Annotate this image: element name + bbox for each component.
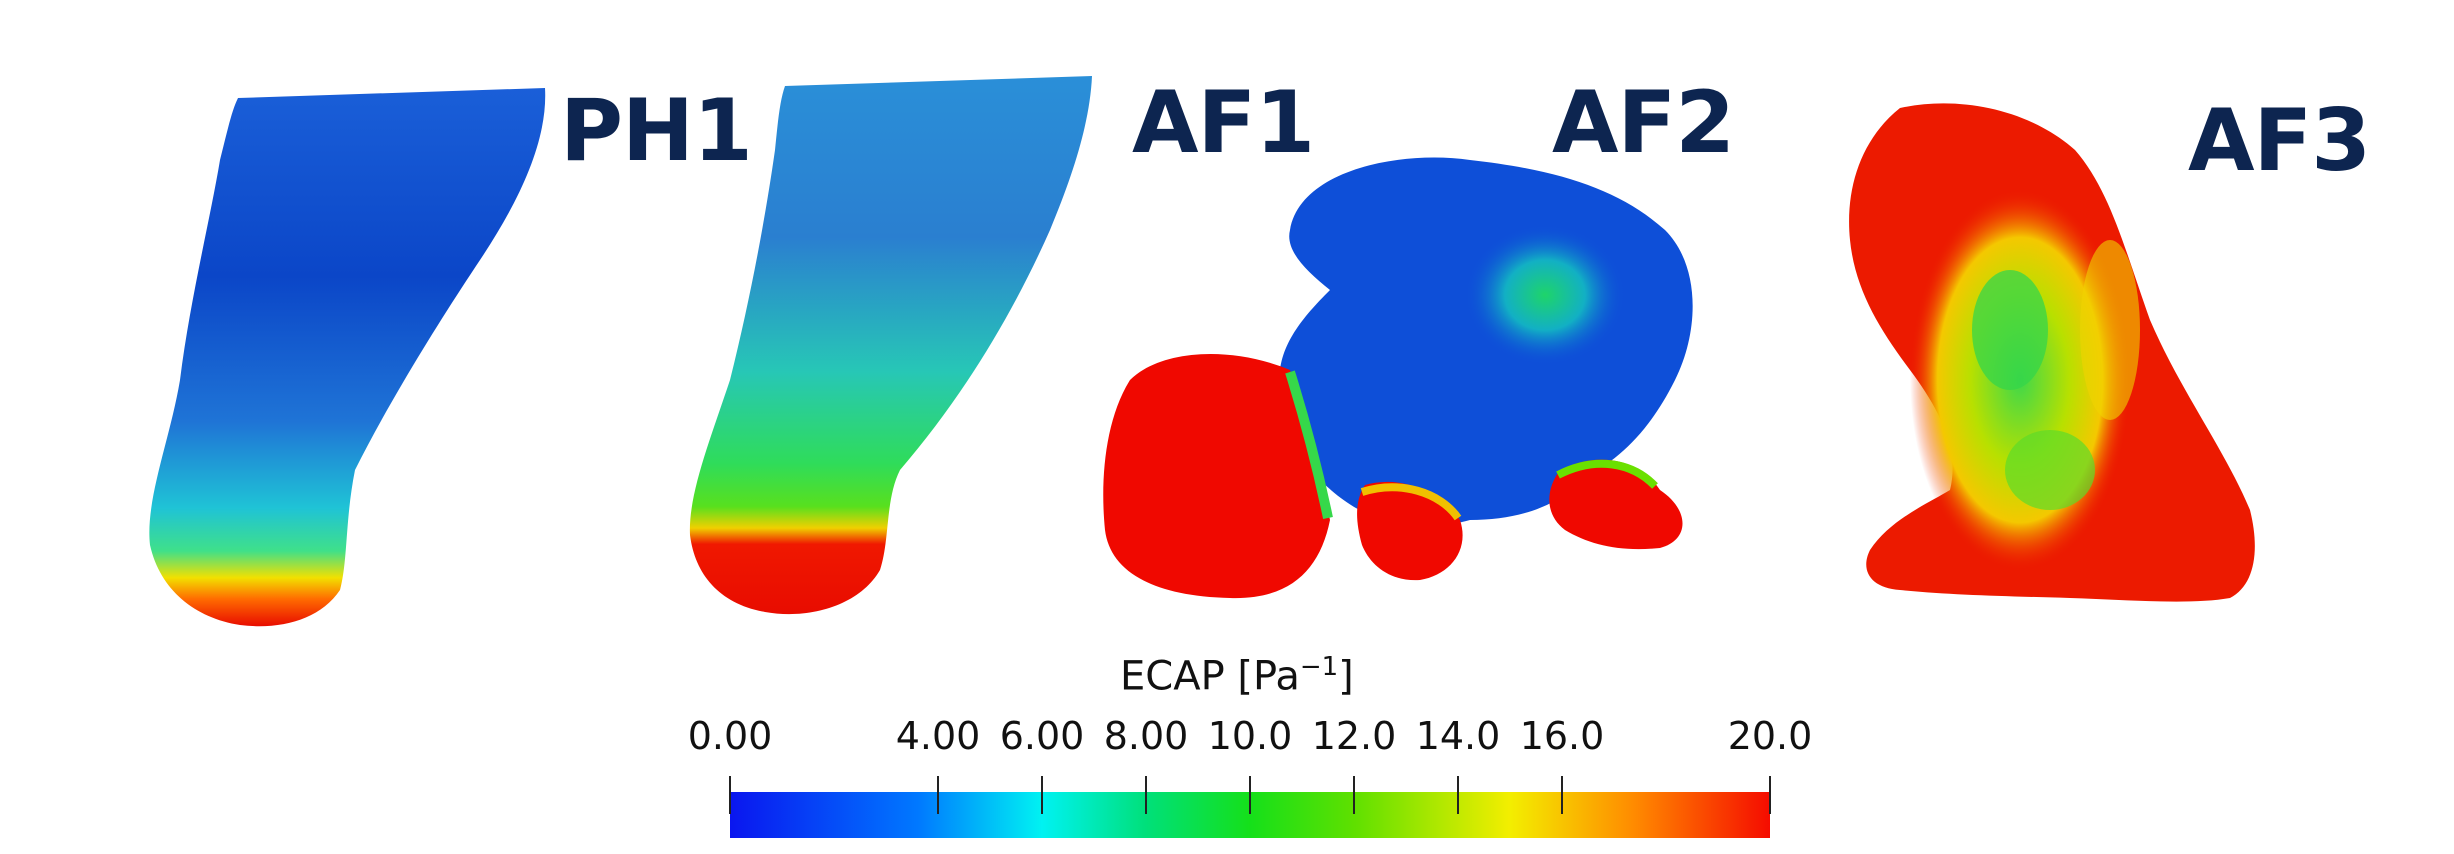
colorbar-title-text: ECAP [Pa — [1120, 653, 1300, 700]
colorbar-title: ECAP [Pa−1] — [1120, 652, 1380, 699]
af2-green-patch — [1465, 225, 1625, 365]
af1-surface — [689, 76, 1092, 615]
colorbar-title-exponent: −1 — [1299, 652, 1339, 682]
colorbar-tick-label: 4.00 — [895, 714, 981, 758]
case-label-af3: AF3 — [2188, 91, 2371, 191]
ph1-model — [149, 88, 546, 627]
af3-yellow-streak — [2080, 240, 2140, 420]
colorbar-tick-mark — [1457, 776, 1459, 814]
af1-model — [689, 76, 1092, 615]
colorbar-tick-mark — [1353, 776, 1355, 814]
af3-green-spot-lower — [2005, 430, 2095, 510]
colorbar-tick-label: 16.0 — [1519, 714, 1605, 758]
colorbar-tick-mark — [1769, 776, 1771, 814]
colorbar-tick-label: 8.00 — [1103, 714, 1189, 758]
case-label-af2: AF2 — [1552, 73, 1735, 173]
colorbar-tick-mark — [937, 776, 939, 814]
case-label-af1: AF1 — [1132, 73, 1315, 173]
colorbar-tick-label: 10.0 — [1207, 714, 1293, 758]
af2-transition-bottom — [1360, 483, 1462, 521]
colorbar-tick-label: 0.00 — [687, 714, 773, 758]
colorbar-tick-mark — [1041, 776, 1043, 814]
colorbar-tick-label: 6.00 — [999, 714, 1085, 758]
af3-model — [1849, 103, 2255, 602]
colorbar-tick-mark — [1561, 776, 1563, 814]
case-label-ph1: PH1 — [560, 81, 753, 181]
colorbar-tick-label: 20.0 — [1727, 714, 1813, 758]
ph1-surface — [149, 88, 546, 627]
colorbar-tick-label: 12.0 — [1311, 714, 1397, 758]
af3-green-spot — [1972, 270, 2048, 390]
af2-lobe-bottom — [1357, 481, 1463, 581]
af2-lobe-left — [1103, 353, 1330, 599]
colorbar-tick-mark — [1249, 776, 1251, 814]
colorbar-title-end: ] — [1338, 653, 1354, 700]
colorbar-tick-label: 14.0 — [1415, 714, 1501, 758]
af2-transition-left — [1285, 370, 1333, 520]
af2-model — [1103, 157, 1693, 599]
colorbar-tick-mark — [1145, 776, 1147, 814]
colorbar-tick-mark — [729, 776, 731, 814]
af2-transition-right — [1556, 459, 1658, 489]
